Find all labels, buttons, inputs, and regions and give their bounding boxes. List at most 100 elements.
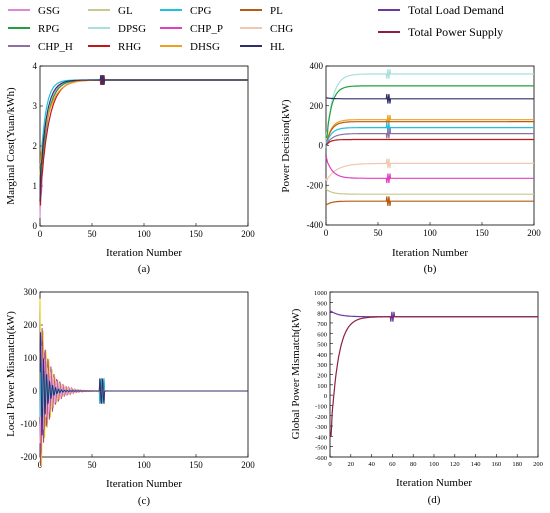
- series-lines-c: [39, 298, 248, 467]
- ytick-label-c: -200: [21, 452, 38, 462]
- caption-d: (d): [428, 494, 441, 506]
- xtick-label-d: 40: [368, 461, 375, 468]
- xtick-label-c: 100: [137, 460, 151, 470]
- xtick-label-c: 150: [189, 460, 203, 470]
- series-line-c-5: [39, 332, 248, 436]
- ytick-label-b: -200: [307, 180, 324, 190]
- xtick-label-b: 100: [423, 228, 437, 238]
- ytick-label-d: 100: [317, 383, 327, 390]
- ytick-label-d: -600: [315, 455, 327, 462]
- series-line-a-5: [39, 75, 248, 202]
- ytick-label-d: -500: [315, 445, 327, 452]
- ytick-label-d: -200: [315, 414, 327, 421]
- series-line-b-6: [325, 128, 534, 147]
- legend-label-cpg: CPG: [190, 5, 211, 17]
- ytick-label-d: 300: [317, 362, 327, 369]
- xtick-label-b: 200: [527, 228, 541, 238]
- panel-b: 0 50 100 150 200 -400 -200 0 200 400 Iteration Nu…: [280, 61, 541, 275]
- series-line-a-1: [39, 79, 248, 167]
- xtick-label-c: 200: [241, 460, 255, 470]
- xtick-label-c: 50: [88, 460, 98, 470]
- ylabel-a: Marginal Cost(Yuan/kWh): [5, 87, 17, 205]
- ytick-label-a: 2: [33, 141, 38, 151]
- legend-label-rpg: RPG: [38, 23, 59, 35]
- legend-label-gsg: GSG: [38, 5, 60, 17]
- series-line-b-7: [325, 138, 534, 146]
- legend-label-chp-p: CHP_P: [190, 23, 223, 35]
- series-line-a-4: [39, 79, 248, 176]
- plot-frame-c: [39, 291, 249, 458]
- xtick-label-d: 60: [389, 461, 396, 468]
- legend-label-rhg: RHG: [118, 41, 141, 53]
- xtick-label-d: 20: [348, 461, 355, 468]
- xtick-label-d: 100: [429, 461, 439, 468]
- panel-d: 0 20 40 60 80 100 120 140 160 180 200 -600 -500 -400 -…: [290, 290, 543, 506]
- ylabel-d: Global Power Mismatch(kW): [290, 308, 302, 439]
- xtick-label-d: 160: [492, 461, 502, 468]
- series-line-c-0: [39, 298, 248, 467]
- legend: GSG GL CPG PL RPG DPSG CHP_P CHG CHP_H RHG DHSG HL T…: [8, 3, 504, 53]
- xtick-label-b: 50: [374, 228, 384, 238]
- caption-c: (c): [138, 495, 151, 507]
- xtick-label-d: 140: [471, 461, 481, 468]
- xlabel-b: Iteration Number: [392, 247, 468, 259]
- caption-b: (b): [424, 263, 437, 275]
- caption-a: (a): [138, 263, 151, 275]
- xtick-label-a: 0: [38, 229, 43, 239]
- xlabel-d: Iteration Number: [396, 477, 472, 489]
- ytick-label-d: 0: [324, 393, 327, 400]
- legend-label-pl: PL: [270, 5, 283, 17]
- ytick-label-c: 200: [24, 320, 38, 330]
- ytick-label-d: 800: [317, 311, 327, 318]
- ytick-label-d: 900: [317, 300, 327, 307]
- legend-label-gl: GL: [118, 5, 133, 17]
- ytick-label-b: 0: [319, 141, 324, 151]
- xtick-label-d: 180: [512, 461, 522, 468]
- series-lines-a: [39, 75, 248, 219]
- ylabel-b: Power Decision(kW): [280, 99, 292, 193]
- ytick-label-a: 0: [33, 221, 38, 231]
- xlabel-c: Iteration Number: [106, 478, 182, 490]
- legend-label-total-load-demand: Total Load Demand: [408, 3, 504, 17]
- xtick-label-a: 200: [241, 229, 255, 239]
- ytick-label-d: 1000: [314, 290, 327, 297]
- series-lines-d: [329, 310, 538, 437]
- series-line-b-8: [325, 158, 534, 182]
- xtick-label-d: 0: [328, 461, 331, 468]
- plot-frame-a: [39, 65, 249, 227]
- ytick-label-c: 100: [24, 353, 38, 363]
- legend-label-hl: HL: [270, 41, 285, 53]
- series-line-b-2: [326, 93, 534, 104]
- xtick-label-d: 200: [533, 461, 543, 468]
- xtick-label-d: 80: [410, 461, 417, 468]
- legend-label-total-power-supply: Total Power Supply: [408, 25, 503, 39]
- series-line-c-3: [39, 345, 248, 444]
- ytick-label-b: 200: [310, 101, 324, 111]
- series-line-b-3: [325, 114, 534, 147]
- ylabel-c: Local Power Mismatch(kW): [5, 311, 17, 437]
- xlabel-a: Iteration Number: [106, 247, 182, 259]
- ytick-label-d: 600: [317, 331, 327, 338]
- ytick-label-d: 200: [317, 373, 327, 380]
- ytick-label-d: 400: [317, 352, 327, 359]
- series-line-b-9: [325, 155, 534, 184]
- legend-label-chg: CHG: [270, 23, 293, 35]
- series-line-d-1: [329, 316, 538, 437]
- ytick-label-b: 400: [310, 61, 324, 71]
- series-line-c-1: [39, 341, 248, 454]
- ytick-label-c: 300: [24, 287, 38, 297]
- xtick-label-b: 0: [324, 228, 329, 238]
- ytick-label-a: 3: [33, 101, 38, 111]
- ytick-label-d: -300: [315, 424, 327, 431]
- series-line-a-2: [39, 75, 248, 186]
- xtick-label-a: 100: [137, 229, 151, 239]
- series-line-a-0: [39, 75, 248, 219]
- series-lines-b: [325, 69, 534, 206]
- ytick-label-d: -100: [315, 403, 327, 410]
- legend-label-dpsg: DPSG: [118, 23, 146, 35]
- xtick-label-a: 50: [88, 229, 98, 239]
- series-line-b-1: [325, 85, 534, 139]
- panel-a: 0 50 100 150 200 0 1 2 3 4 Iteration Number Margi…: [5, 61, 255, 275]
